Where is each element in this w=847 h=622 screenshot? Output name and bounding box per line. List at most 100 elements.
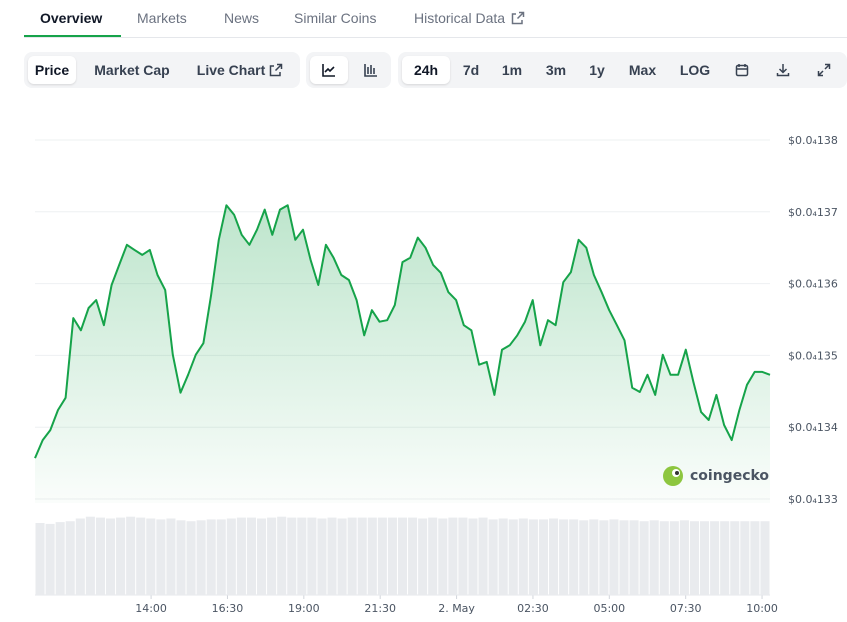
volume-bar bbox=[689, 521, 700, 595]
range-label: 3m bbox=[545, 62, 567, 78]
volume-bar bbox=[236, 517, 246, 595]
volume-bar bbox=[85, 516, 95, 595]
volume-bar bbox=[508, 519, 518, 595]
y-tick-label: $0.0₄134 bbox=[788, 421, 838, 434]
chart-type-group bbox=[306, 52, 391, 88]
volume-bar bbox=[579, 520, 589, 595]
volume-bar bbox=[75, 518, 85, 595]
view-button[interactable]: Market Cap bbox=[86, 56, 178, 84]
volume-bar bbox=[35, 523, 45, 595]
volume-bar bbox=[478, 517, 488, 595]
volume-bar bbox=[196, 520, 206, 595]
volume-bar bbox=[649, 520, 659, 595]
y-tick-label: $0.0₄136 bbox=[788, 278, 838, 291]
volume-bar bbox=[720, 521, 730, 595]
volume-bar bbox=[428, 517, 438, 595]
download-button[interactable] bbox=[769, 56, 797, 84]
volume-bar bbox=[297, 517, 307, 595]
volume-bar bbox=[750, 521, 760, 595]
tab[interactable]: Historical Data bbox=[414, 10, 525, 26]
tab-label: Historical Data bbox=[414, 10, 506, 26]
price-area bbox=[35, 205, 770, 504]
volume-bar bbox=[589, 519, 599, 595]
y-tick-label: $0.0₄137 bbox=[788, 206, 838, 219]
volume-bar bbox=[710, 521, 720, 595]
line-chart-button[interactable] bbox=[310, 56, 348, 84]
watermark: coingecko bbox=[663, 466, 769, 486]
volume-bar bbox=[700, 521, 710, 595]
tab-underline bbox=[24, 35, 121, 37]
tab[interactable]: Markets bbox=[137, 10, 187, 26]
volume-bar bbox=[246, 517, 257, 595]
volume-bar bbox=[538, 519, 548, 595]
view-label: Price bbox=[34, 62, 70, 78]
tab[interactable]: News bbox=[224, 10, 259, 26]
volume-bar bbox=[639, 521, 649, 595]
watermark-text: coingecko bbox=[690, 468, 769, 484]
range-button[interactable]: 24h bbox=[402, 56, 450, 84]
x-tick-label: 21:30 bbox=[364, 602, 396, 615]
volume-bar bbox=[156, 519, 166, 595]
tab-label: Similar Coins bbox=[294, 10, 377, 26]
tab-bar: Overview Markets News Similar Coins Historic… bbox=[24, 0, 847, 38]
volume-bar bbox=[458, 517, 468, 595]
volume-bar bbox=[267, 517, 277, 595]
x-tick-label: 19:00 bbox=[288, 602, 320, 615]
volume-bar bbox=[488, 519, 498, 595]
volume-bar bbox=[438, 518, 448, 595]
volume-bar bbox=[377, 517, 387, 595]
volume-bar bbox=[116, 517, 126, 595]
volume-bar bbox=[760, 521, 770, 595]
volume-bar bbox=[126, 516, 136, 595]
volume-bar bbox=[387, 517, 397, 595]
range-button[interactable]: 1y bbox=[583, 56, 611, 84]
volume-bar bbox=[287, 517, 297, 595]
volume-bar bbox=[659, 521, 669, 595]
volume-bar bbox=[347, 517, 357, 595]
volume-bar bbox=[45, 523, 55, 595]
tab[interactable]: Overview bbox=[40, 10, 102, 26]
volume-bar bbox=[518, 518, 528, 595]
range-button[interactable]: Max bbox=[620, 56, 665, 84]
volume-bar bbox=[528, 519, 538, 595]
volume-bar bbox=[609, 519, 619, 595]
range-button[interactable]: 1m bbox=[497, 56, 527, 84]
view-button[interactable]: Price bbox=[28, 56, 76, 84]
range-button[interactable]: 7d bbox=[455, 56, 487, 84]
candle-chart-button[interactable] bbox=[352, 56, 390, 84]
volume-bar bbox=[448, 517, 458, 595]
x-tick-label: 10:00 bbox=[746, 602, 778, 615]
range-button[interactable]: 3m bbox=[538, 56, 574, 84]
calendar-button[interactable] bbox=[728, 56, 756, 84]
volume-bar bbox=[730, 521, 740, 595]
volume-bar bbox=[418, 518, 428, 595]
volume-bar bbox=[619, 520, 629, 595]
volume-bar bbox=[337, 518, 347, 595]
view-group: Price Market Cap Live Chart bbox=[24, 52, 300, 88]
volume-bar bbox=[357, 517, 367, 595]
volume-bar bbox=[206, 519, 216, 595]
volume-bar bbox=[226, 518, 236, 595]
x-tick-label: 2. May bbox=[438, 602, 475, 615]
volume-bar bbox=[468, 518, 478, 595]
x-tick-label: 02:30 bbox=[517, 602, 549, 615]
volume-bar bbox=[307, 517, 317, 595]
view-button[interactable]: Live Chart bbox=[184, 56, 296, 84]
x-tick-label: 07:30 bbox=[670, 602, 702, 615]
volume-bar bbox=[327, 517, 337, 595]
volume-bar bbox=[277, 516, 287, 595]
x-tick-label: 05:00 bbox=[593, 602, 625, 615]
volume-bar bbox=[569, 519, 579, 595]
range-button[interactable]: LOG bbox=[672, 56, 718, 84]
fullscreen-button[interactable] bbox=[810, 56, 838, 84]
volume-bar bbox=[166, 518, 176, 595]
range-label: 7d bbox=[462, 62, 480, 78]
tab[interactable]: Similar Coins bbox=[294, 10, 376, 26]
range-label: 24h bbox=[413, 62, 439, 78]
volume-bar bbox=[629, 520, 639, 595]
range-label: 1y bbox=[589, 62, 605, 78]
volume-bar bbox=[367, 517, 377, 595]
tab-label: News bbox=[224, 10, 260, 26]
